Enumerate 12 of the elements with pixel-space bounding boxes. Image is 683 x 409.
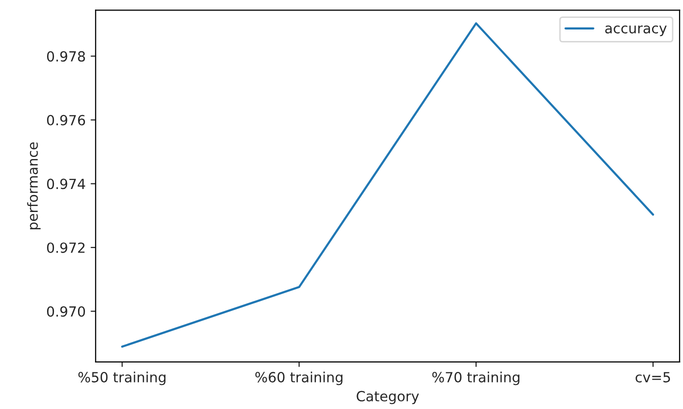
y-tick-label: 0.972 xyxy=(47,242,85,253)
x-axis-title: Category xyxy=(356,390,419,404)
x-tick-label: cv=5 xyxy=(636,372,670,382)
y-tick-label: 0.978 xyxy=(47,51,85,62)
x-tick-label: %50 training xyxy=(78,372,166,386)
x-tick-label: %70 training xyxy=(432,372,520,386)
y-tick-label: 0.970 xyxy=(47,306,85,317)
y-axis-title: performance xyxy=(27,142,41,230)
y-tick-label: 0.974 xyxy=(47,178,86,190)
x-tick-label: %60 training xyxy=(255,372,342,386)
legend-label: accuracy xyxy=(605,26,667,36)
y-tick-label: 0.976 xyxy=(47,114,86,126)
